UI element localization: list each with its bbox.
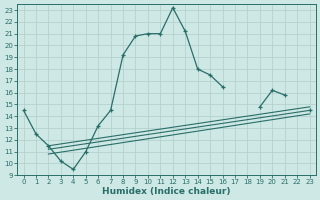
X-axis label: Humidex (Indice chaleur): Humidex (Indice chaleur) [102, 187, 231, 196]
